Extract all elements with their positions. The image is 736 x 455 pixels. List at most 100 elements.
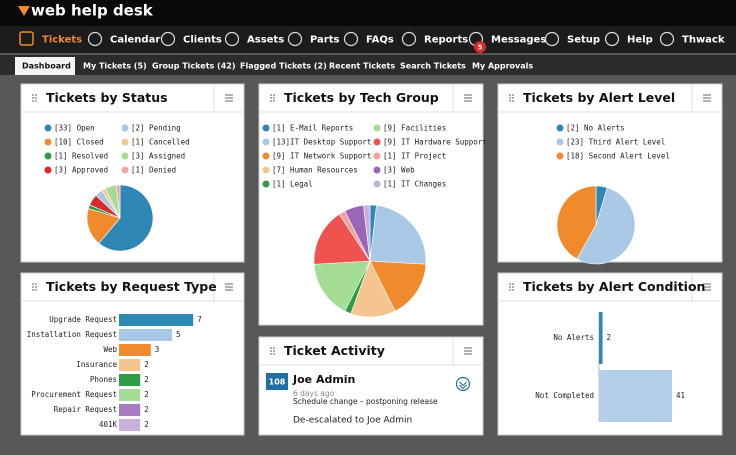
tab[interactable]: Flagged Tickets (2) [240,62,327,71]
nav-item[interactable]: Assets [247,35,284,46]
nav-item[interactable]: Thwack [682,35,725,46]
drag-handle [35,286,37,288]
nav-item[interactable]: FAQs [366,35,394,46]
bar-label: Installation Request [27,330,117,339]
legend-label: [1] Legal [272,180,313,189]
drag-handle [509,283,511,285]
legend-label: [1] Cancelled [131,138,190,147]
bar [119,344,151,356]
bar [119,389,141,401]
bar-label: Web [103,345,117,354]
drag-handle [270,347,272,349]
bar [119,359,141,371]
activity-name: Joe Admin [292,373,355,386]
legend-label: [9] IT Hardware Support [383,138,487,147]
legend-label: [23] Third Alert Level [566,138,665,147]
nav-icon [659,31,675,47]
legend-label: [9] IT Network Support [272,152,371,161]
bar [119,374,141,386]
bar [119,329,172,341]
legend-swatch [262,138,270,146]
tab[interactable]: Search Tickets [400,62,466,71]
drag-handle [509,97,511,99]
tab[interactable]: Dashboard [22,62,71,71]
activity-time: 6 days ago [293,389,335,398]
legend-label: [2] No Alerts [566,124,625,133]
drag-handle [273,94,275,96]
legend-swatch [373,138,381,146]
ticket-id-box [266,373,288,390]
nav-item[interactable]: Parts [310,35,340,46]
legend-swatch [262,152,270,160]
drag-handle [32,100,34,102]
nav-icon [224,31,240,47]
bar [119,314,194,326]
drag-handle [270,94,272,96]
bar-value: 2 [144,360,149,369]
legend-label: [1] E-Mail Reports [272,124,353,133]
legend-label: [2] Pending [131,124,181,133]
pie-slice [313,260,371,312]
legend-swatch [373,166,381,174]
nav-item[interactable]: Messages [491,35,546,46]
tab[interactable]: My Approvals [472,62,533,71]
nav-icon [401,31,417,47]
legend-swatch [121,138,129,146]
legend-swatch [556,124,564,132]
logo[interactable]: web help desk [31,2,154,20]
bar-value: 7 [197,315,202,324]
expand-chevron [459,381,467,390]
tab[interactable]: My Tickets (5) [83,62,147,71]
widget [258,336,484,436]
pie-slice [369,260,427,312]
legend-swatch [44,138,52,146]
drag-handle [32,283,34,285]
drag-handle [273,353,275,355]
drag-handle [32,94,34,96]
message-badge [474,41,486,53]
nav-icon [87,31,103,47]
pie-slice [556,185,597,260]
drag-handle [512,100,514,102]
tab[interactable]: Group Tickets (42) [152,62,236,71]
drag-handle [512,289,514,291]
drag-handle [35,97,37,99]
pie-slice [363,204,371,262]
nav-item[interactable]: Setup [567,35,600,46]
top-bar [0,0,736,26]
nav-item[interactable]: Reports [424,35,468,46]
nav-item[interactable]: Help [627,35,653,46]
widget-title: Tickets by Tech Group [284,90,439,105]
activity-note: De-escalated to Joe Admin [293,416,412,426]
nav-item[interactable]: Tickets [42,35,82,46]
legend-label: [18] Second Alert Level [566,152,670,161]
drag-handle [32,289,34,291]
legend-label: [3] Approved [54,166,108,175]
pie-slice [115,184,121,219]
nav-item[interactable]: Clients [183,35,222,46]
legend-label: [1] IT Changes [383,180,446,189]
ticket-id[interactable]: 108 [269,378,286,387]
widget-title: Tickets by Status [46,90,168,105]
expand-button[interactable] [455,376,471,392]
bar-value: 3 [155,345,160,354]
bar-label: Insurance [76,360,117,369]
bar [119,404,141,416]
pie-slice [369,205,427,265]
drag-handle [509,94,511,96]
bar-label: Not Completed [535,391,594,400]
nav-icon [160,31,176,47]
legend-swatch [121,152,129,160]
pie-slice [313,213,371,265]
bar-label: Phones [90,375,117,384]
legend-swatch [556,152,564,160]
widget-title: Tickets by Alert Condition [523,279,705,294]
nav-item[interactable]: Calendar [110,35,160,46]
drag-handle [32,97,34,99]
tab[interactable]: Recent Tickets [329,62,395,71]
widget-title: Tickets by Alert Level [523,90,675,105]
legend-swatch [262,180,270,188]
drag-handle [509,286,511,288]
